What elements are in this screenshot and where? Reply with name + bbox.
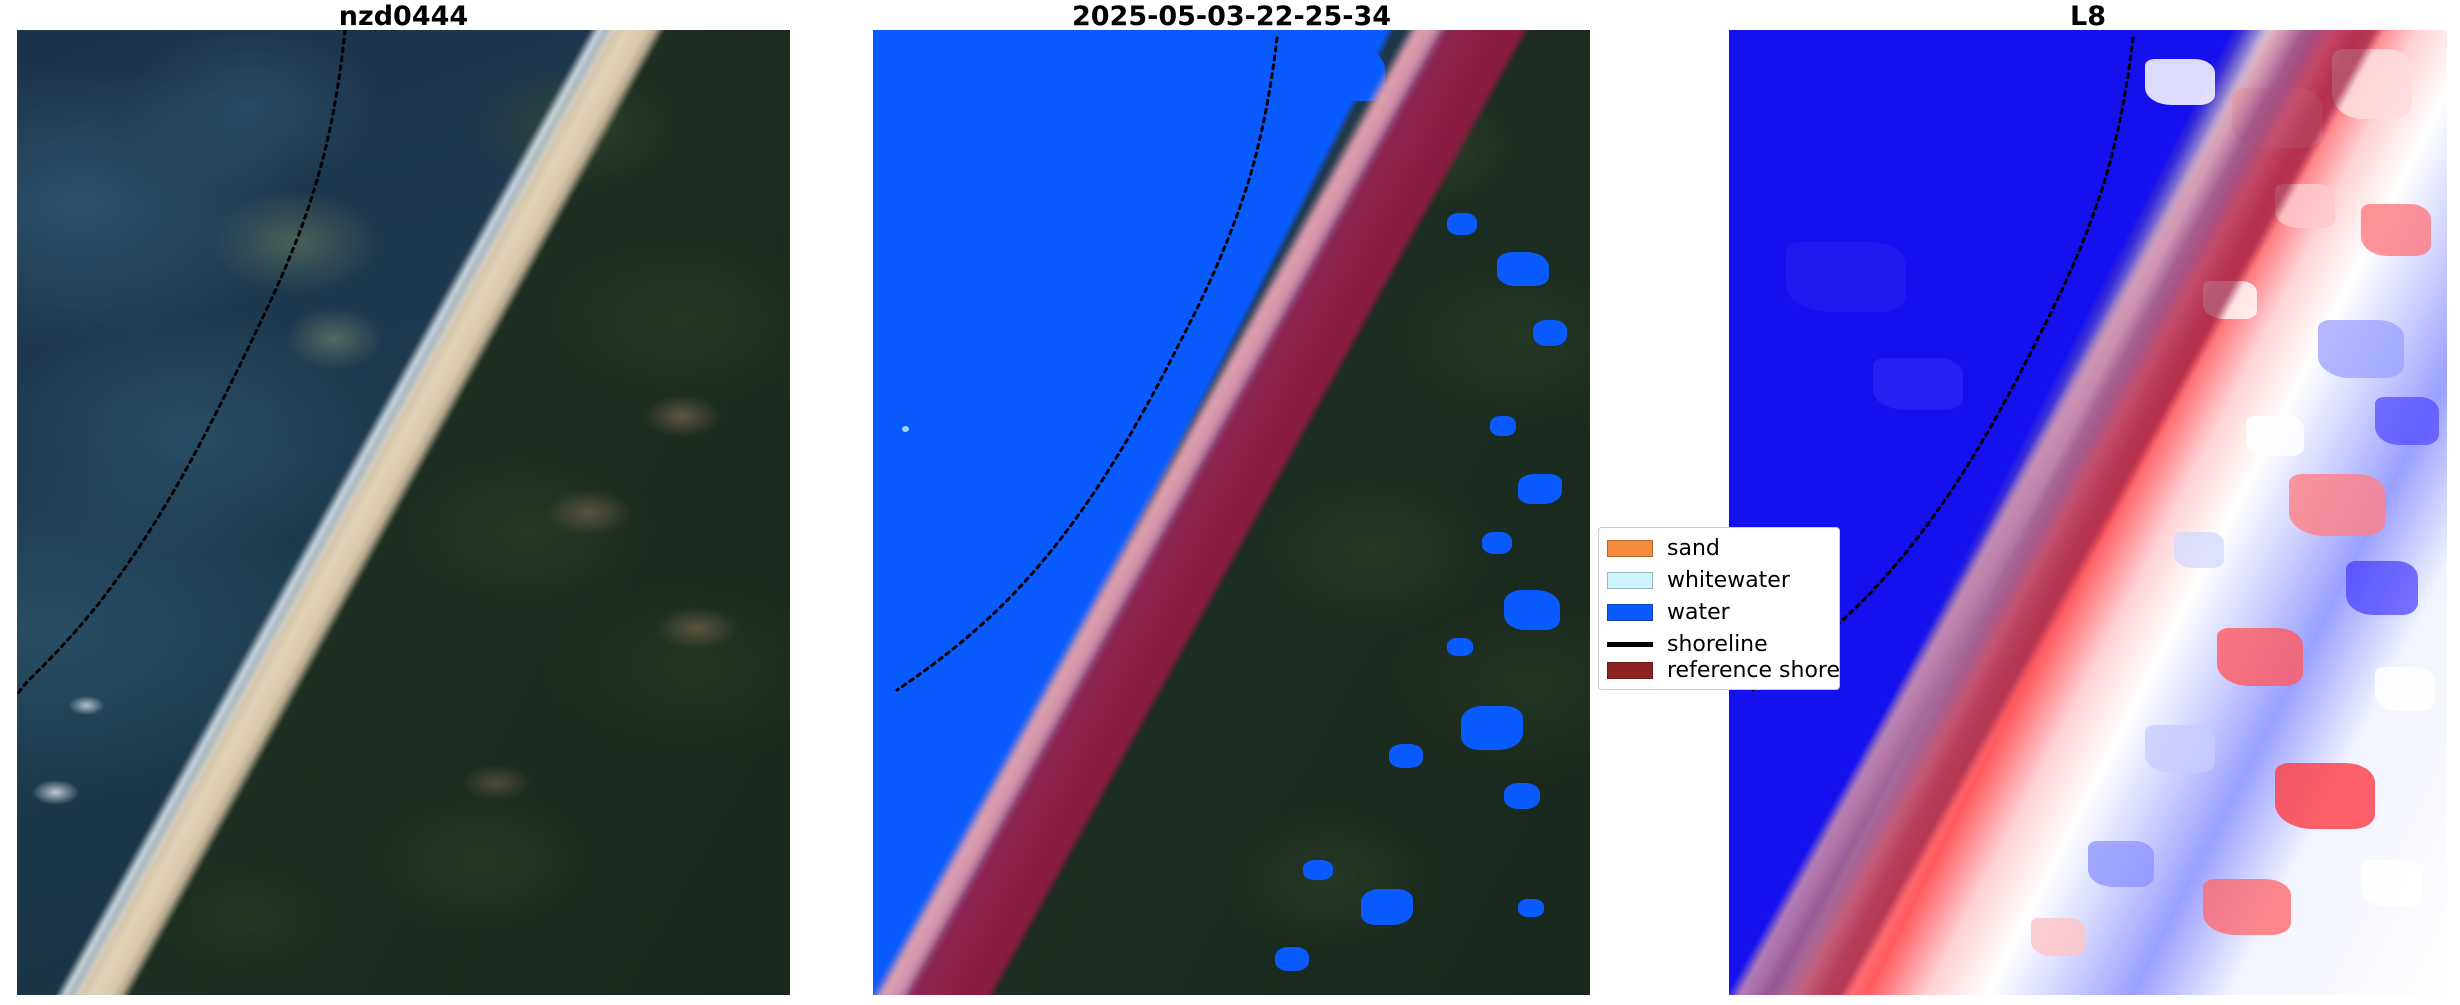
panel-transect-rgb[interactable]	[17, 30, 790, 995]
legend-label-whitewater: whitewater	[1667, 567, 1790, 593]
panel-title-classification: 2025-05-03-22-25-34	[1071, 1, 1392, 32]
legend-label-reference-shoreline: reference shoreline	[1667, 657, 1840, 683]
legend-row-sand: sand	[1607, 532, 1720, 564]
legend-row-water: water	[1607, 596, 1730, 628]
water-swatch-icon	[1607, 603, 1653, 621]
legend-label-water: water	[1667, 599, 1730, 625]
legend-row-reference-shoreline: reference shoreline	[1607, 654, 1840, 686]
classification-image	[873, 30, 1590, 995]
rgb-image	[17, 30, 790, 995]
legend-row-whitewater: whitewater	[1607, 564, 1790, 596]
whitewater-swatch-icon	[1607, 571, 1653, 589]
index-image	[1729, 30, 2447, 995]
panel-title-transect-rgb: nzd0444	[338, 1, 469, 32]
panel-title-index: L8	[2070, 1, 2106, 32]
reference-shoreline-swatch-icon	[1607, 661, 1653, 679]
panel-classification[interactable]	[873, 30, 1590, 995]
shoreline-line-icon	[1607, 641, 1653, 647]
sand-swatch-icon	[1607, 539, 1653, 557]
legend-row-shoreline: shoreline	[1607, 628, 1768, 660]
panel-index[interactable]	[1729, 30, 2447, 995]
legend-label-shoreline: shoreline	[1667, 631, 1768, 657]
legend-label-sand: sand	[1667, 535, 1720, 561]
legend: sand whitewater water shoreline referenc…	[1598, 527, 1840, 690]
